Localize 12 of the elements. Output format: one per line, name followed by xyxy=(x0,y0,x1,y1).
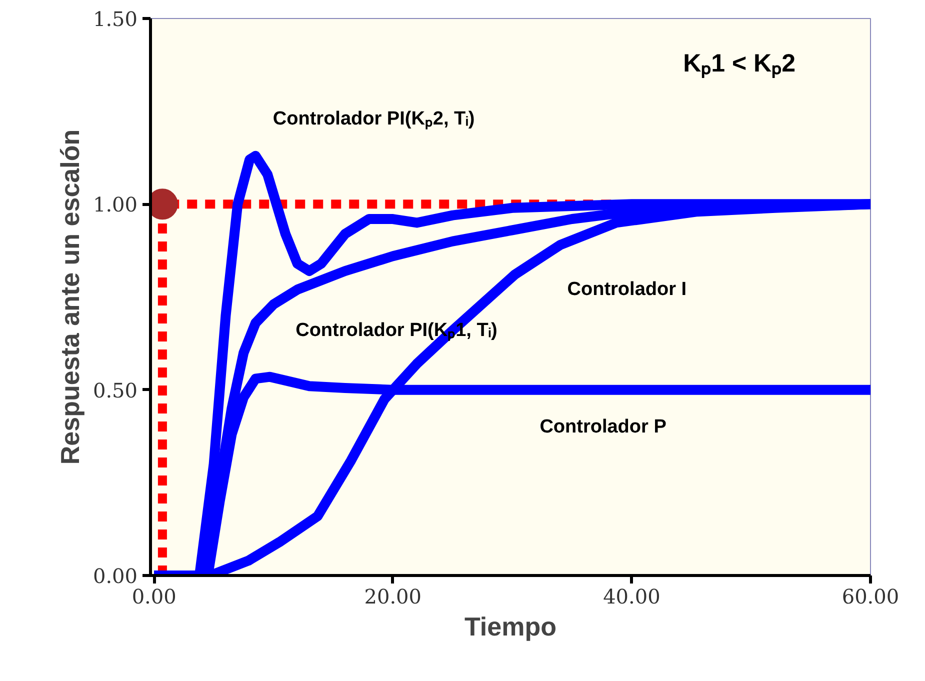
y-tick-label: 1.00 xyxy=(92,192,138,217)
x-tick-label: 20.00 xyxy=(364,584,422,608)
y-tick-label: 1.50 xyxy=(92,7,138,31)
y-tick-label: 0.50 xyxy=(92,378,138,402)
y-axis-title: Respuesta ante un escalón xyxy=(54,129,85,465)
series-label: Controlador P xyxy=(540,416,667,438)
x-tick-label: 60.00 xyxy=(842,584,900,608)
x-axis-title: Tiempo xyxy=(464,612,556,642)
series-label: Controlador I xyxy=(567,279,687,300)
annotation: Kₚ1 < Kₚ2 xyxy=(683,50,796,78)
series-label: Controlador PI(Kₚ2, Tᵢ) xyxy=(272,108,475,130)
x-tick-label: 40.00 xyxy=(603,584,660,608)
